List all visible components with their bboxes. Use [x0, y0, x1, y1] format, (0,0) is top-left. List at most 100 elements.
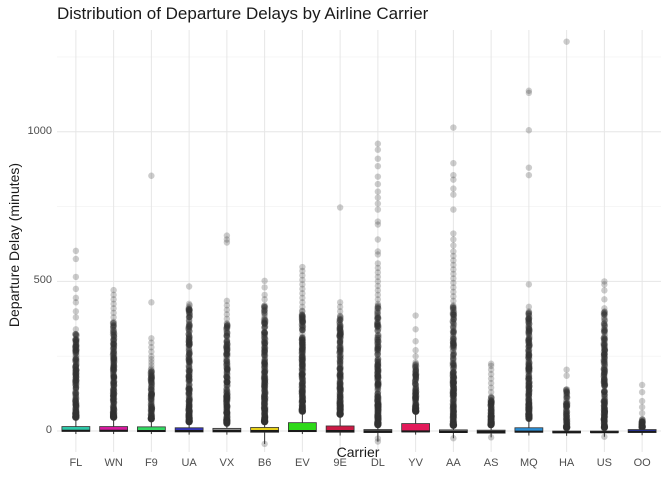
outlier-point — [148, 397, 155, 405]
outlier-point — [72, 356, 80, 363]
outlier-point — [299, 364, 306, 372]
outlier-point — [148, 405, 156, 412]
outlier-point — [110, 361, 118, 368]
outlier-point — [224, 322, 231, 329]
outlier-point — [110, 390, 118, 397]
outlier-point — [148, 335, 155, 342]
outlier-point — [110, 390, 117, 397]
outlier-point — [223, 347, 231, 354]
outlier-point — [261, 369, 268, 376]
outlier-point — [72, 371, 80, 379]
outlier-point — [336, 324, 344, 332]
outlier-point — [337, 336, 344, 343]
outlier-point — [110, 393, 117, 400]
outlier-point — [374, 218, 382, 225]
outlier-point — [336, 402, 344, 409]
outlier-point — [261, 412, 268, 419]
outlier-point — [110, 398, 117, 405]
outlier-point — [109, 328, 117, 336]
outlier-point — [298, 371, 306, 378]
outlier-point — [299, 392, 306, 399]
outlier-point — [72, 384, 80, 391]
outlier-point — [336, 401, 343, 408]
outlier-point — [298, 357, 306, 364]
outlier-point — [261, 359, 268, 366]
outlier-point — [261, 318, 268, 325]
outlier-point — [72, 378, 79, 385]
outlier-point — [336, 350, 343, 357]
outlier-point — [73, 400, 80, 407]
outlier-point — [224, 382, 231, 390]
outlier-point — [298, 373, 306, 381]
outlier-point — [375, 338, 382, 346]
outlier-point — [185, 414, 192, 421]
outlier-point — [336, 323, 344, 330]
outlier-point — [186, 378, 193, 385]
outlier-point — [72, 362, 80, 369]
outlier-point — [72, 409, 79, 417]
outlier-point — [298, 365, 305, 373]
outlier-point — [299, 334, 306, 342]
outlier-point — [336, 384, 343, 392]
outlier-point — [224, 391, 231, 398]
outlier-point — [337, 385, 344, 393]
outlier-point — [299, 387, 306, 395]
outlier-point — [73, 413, 80, 420]
outlier-point — [72, 331, 79, 338]
outlier-point — [186, 387, 193, 395]
outlier-point — [223, 416, 230, 423]
outlier-point — [185, 334, 192, 342]
outlier-point — [261, 383, 269, 390]
outlier-point — [374, 411, 381, 418]
outlier-point — [374, 362, 381, 370]
outlier-point — [374, 303, 381, 311]
outlier-point — [111, 363, 118, 370]
outlier-point — [336, 343, 343, 351]
outlier-point — [185, 369, 193, 377]
outlier-point — [186, 358, 193, 366]
outlier-point — [261, 383, 268, 390]
outlier-point — [374, 162, 382, 170]
outlier-point — [223, 338, 230, 346]
outlier-point — [374, 361, 382, 368]
outlier-point — [299, 326, 306, 333]
outlier-point — [223, 395, 230, 403]
outlier-point — [374, 372, 381, 380]
outlier-point — [374, 421, 382, 428]
outlier-point — [110, 377, 117, 384]
outlier-point — [110, 309, 117, 317]
outlier-point — [261, 377, 269, 384]
outlier-point — [298, 311, 306, 318]
outlier-point — [73, 377, 80, 384]
outlier-point — [261, 366, 269, 373]
outlier-point — [185, 391, 192, 399]
outlier-point — [148, 386, 155, 393]
outlier-point — [185, 412, 192, 419]
outlier-point — [374, 303, 382, 310]
outlier-point — [186, 322, 193, 330]
outlier-point — [374, 236, 382, 243]
outlier-point — [375, 413, 382, 420]
outlier-point — [261, 367, 269, 374]
outlier-point — [110, 412, 118, 419]
outlier-point — [223, 392, 230, 399]
outlier-point — [110, 336, 117, 343]
outlier-point — [261, 401, 268, 409]
outlier-point — [223, 346, 231, 354]
outlier-point — [261, 361, 268, 368]
outlier-point — [336, 390, 344, 398]
outlier-point — [185, 418, 193, 426]
outlier-point — [185, 341, 192, 349]
outlier-point — [185, 344, 193, 352]
outlier-point — [261, 323, 268, 331]
outlier-point — [374, 421, 381, 429]
outlier-point — [261, 336, 269, 343]
outlier-point — [336, 355, 344, 362]
outlier-point — [299, 339, 306, 346]
outlier-point — [110, 354, 118, 362]
outlier-point — [261, 329, 268, 336]
outlier-point — [374, 365, 381, 373]
outlier-point — [261, 330, 269, 337]
outlier-point — [337, 327, 344, 334]
outlier-point — [261, 396, 269, 403]
